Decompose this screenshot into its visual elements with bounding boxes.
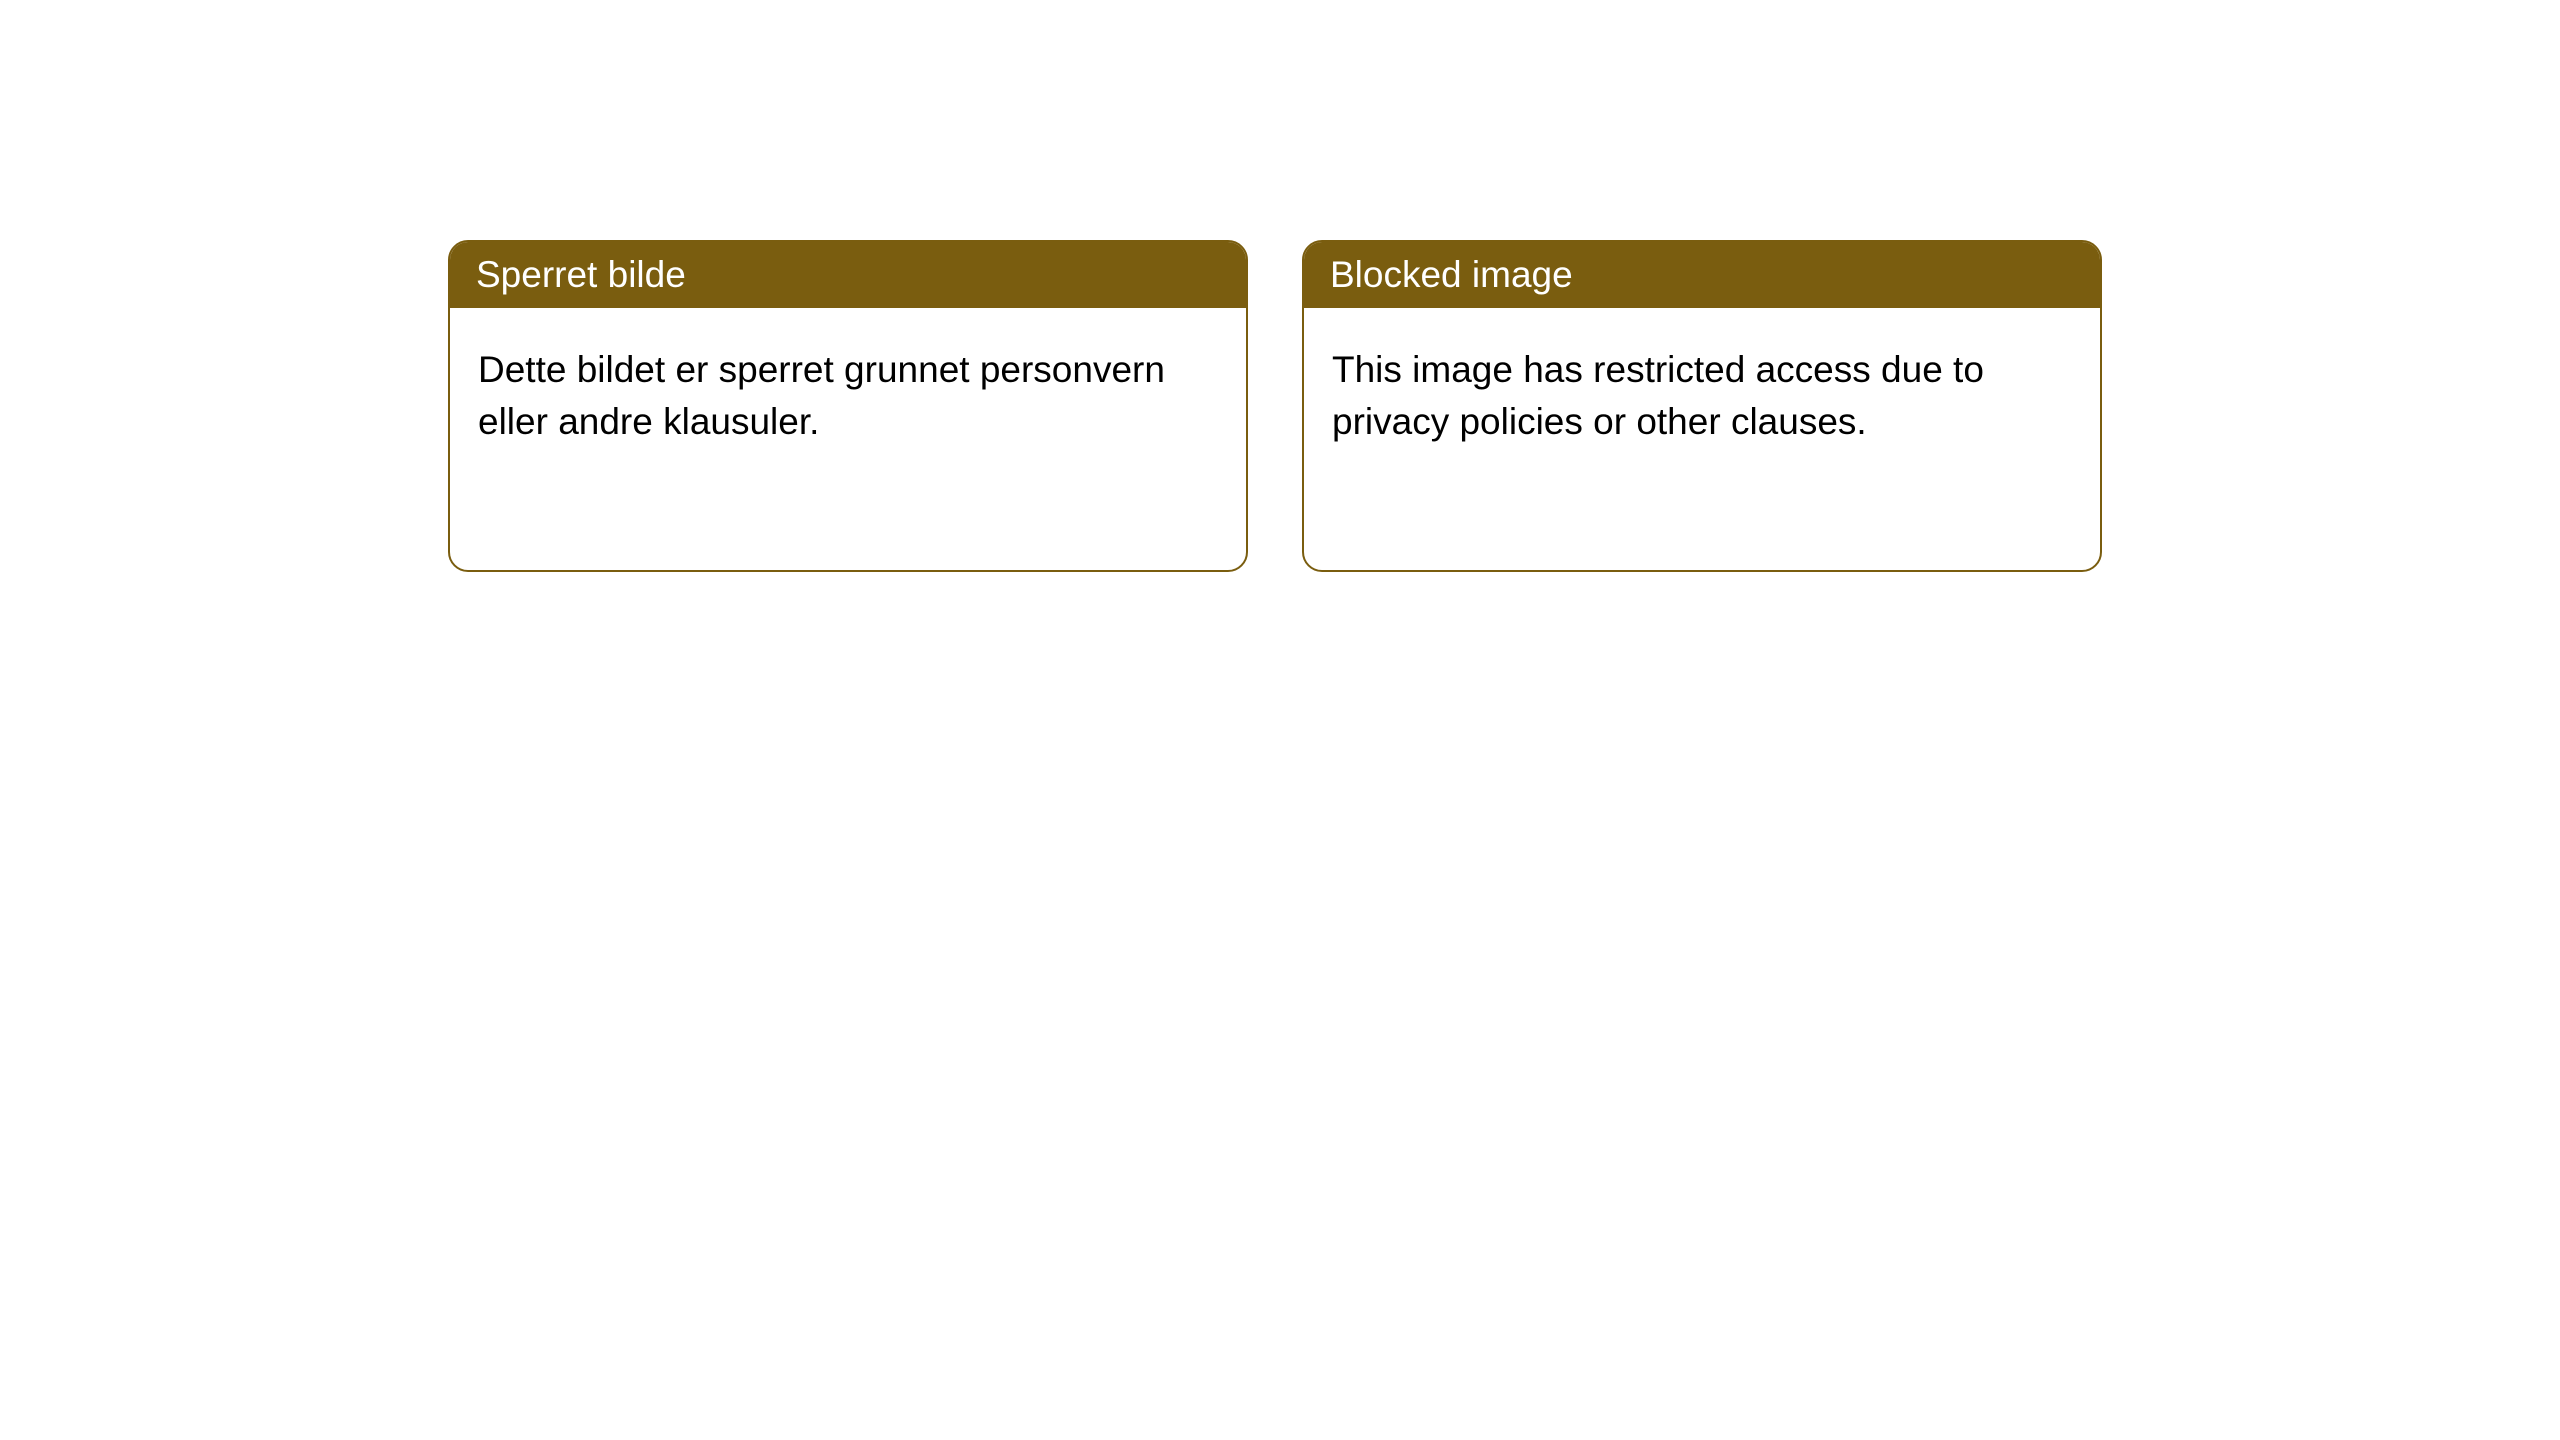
card-body-text: This image has restricted access due to … — [1332, 349, 1984, 442]
card-header: Sperret bilde — [450, 242, 1246, 308]
card-container: Sperret bilde Dette bildet er sperret gr… — [448, 240, 2102, 572]
notice-card-english: Blocked image This image has restricted … — [1302, 240, 2102, 572]
notice-card-norwegian: Sperret bilde Dette bildet er sperret gr… — [448, 240, 1248, 572]
card-title: Blocked image — [1330, 254, 1573, 295]
card-title: Sperret bilde — [476, 254, 686, 295]
card-header: Blocked image — [1304, 242, 2100, 308]
card-body: Dette bildet er sperret grunnet personve… — [450, 308, 1246, 484]
card-body-text: Dette bildet er sperret grunnet personve… — [478, 349, 1165, 442]
card-body: This image has restricted access due to … — [1304, 308, 2100, 484]
